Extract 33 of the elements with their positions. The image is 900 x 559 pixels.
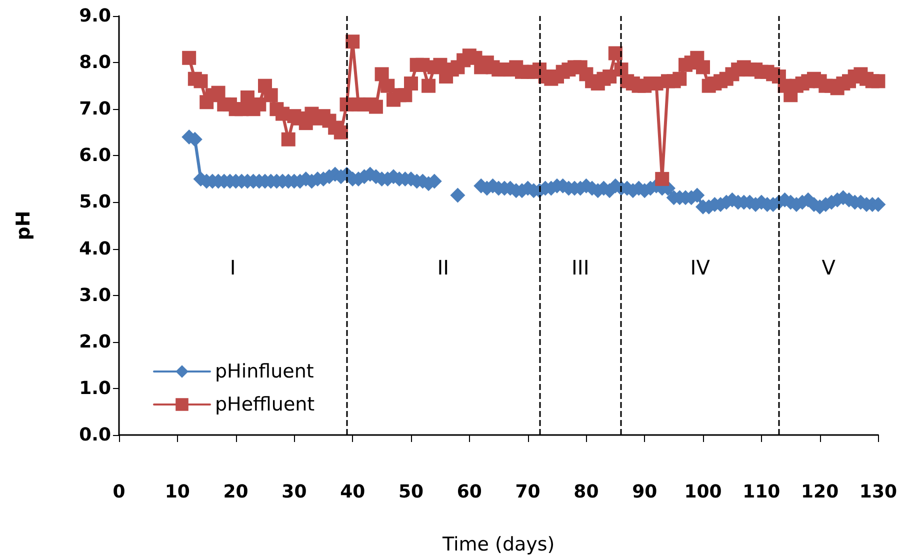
y-axis-title: pH: [12, 210, 34, 240]
legend-label: pHinfluent: [215, 360, 314, 382]
x-tick-label: 50: [398, 482, 424, 502]
y-tick-label: 3.0: [79, 284, 111, 306]
y-tick-label: 6.0: [79, 145, 111, 166]
y-tick-label: 5.0: [79, 192, 111, 213]
x-tick-label: 30: [282, 482, 307, 502]
x-axis-title: Time (days): [441, 534, 555, 556]
y-tick-label: 7.0: [79, 98, 111, 120]
x-tick-label: 40: [340, 482, 366, 502]
annotation: III: [572, 255, 590, 280]
annotation: IV: [690, 255, 710, 280]
annotation: V: [822, 255, 836, 280]
x-tick-label: 10: [164, 482, 190, 502]
legend-label: pHeffluent: [215, 394, 315, 416]
y-tick-label: 4.0: [79, 238, 111, 260]
x-tick-label: 0: [112, 482, 126, 502]
x-tick-label: 20: [223, 482, 248, 502]
x-tick-label: 90: [632, 482, 658, 502]
annotation: I: [230, 255, 236, 280]
x-tick-label: 70: [515, 482, 540, 502]
x-tick-label: 130: [859, 482, 897, 502]
y-tick-label: 1.0: [79, 378, 111, 399]
y-tick-label: 9.0: [79, 6, 111, 26]
y-tick-label: 2.0: [79, 331, 111, 352]
annotation: II: [437, 255, 450, 280]
x-tick-label: 100: [684, 482, 722, 502]
x-tick-label: 120: [801, 482, 839, 502]
y-tick-label: 8.0: [79, 52, 111, 74]
y-tick-label: 0.0: [79, 424, 111, 446]
x-tick-label: 80: [574, 482, 599, 502]
x-tick-label: 60: [456, 482, 482, 502]
x-tick-label: 110: [742, 482, 780, 502]
